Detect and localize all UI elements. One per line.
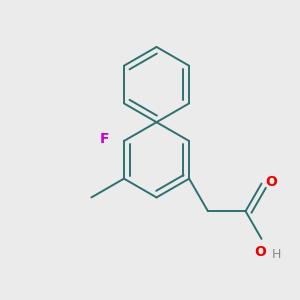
Text: H: H <box>272 248 281 261</box>
Text: O: O <box>266 175 278 189</box>
Text: F: F <box>100 132 109 146</box>
Text: O: O <box>254 245 266 259</box>
